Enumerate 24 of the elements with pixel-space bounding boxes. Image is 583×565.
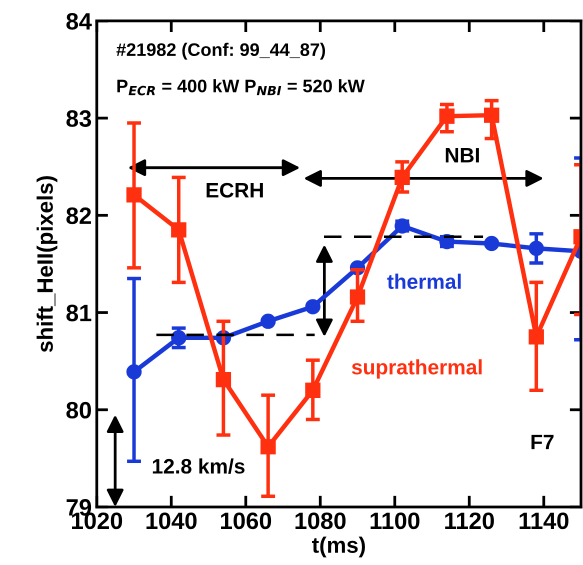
series-label: suprathermal — [352, 359, 482, 379]
annotation: #21982 (Conf: 99_44_87) — [116, 42, 326, 60]
y-tick-label: 81 — [66, 304, 92, 322]
annotation: NBI — [446, 148, 479, 162]
x-tick-label: 1060 — [221, 512, 272, 530]
x-tick-label: 1140 — [520, 512, 568, 530]
x-tick-label: 1080 — [296, 512, 346, 530]
annotation: ECRH — [206, 182, 263, 198]
annotation: P$_{ECR}$ = 400 kW P$_{NBI}$ = 520 kW — [117, 79, 365, 96]
y-tick-label: 80 — [66, 402, 91, 419]
x-tick-label: 1040 — [146, 512, 197, 530]
y-axis-title: shift_HeII(pixels) — [36, 176, 58, 352]
annotation: F7 — [532, 434, 554, 450]
point — [260, 314, 276, 329]
x-tick-label: 1100 — [370, 512, 420, 530]
series-label: thermal — [387, 274, 461, 289]
point — [484, 236, 500, 252]
y-tick-label: 82 — [66, 207, 91, 224]
x-tick-label: 1120 — [445, 512, 494, 530]
annotation: 12.8 km/s — [152, 458, 245, 474]
y-tick-label: 84 — [66, 12, 92, 30]
y-tick-label: 83 — [66, 110, 92, 127]
x-axis-title: t(ms) — [312, 536, 365, 558]
point — [305, 299, 320, 314]
